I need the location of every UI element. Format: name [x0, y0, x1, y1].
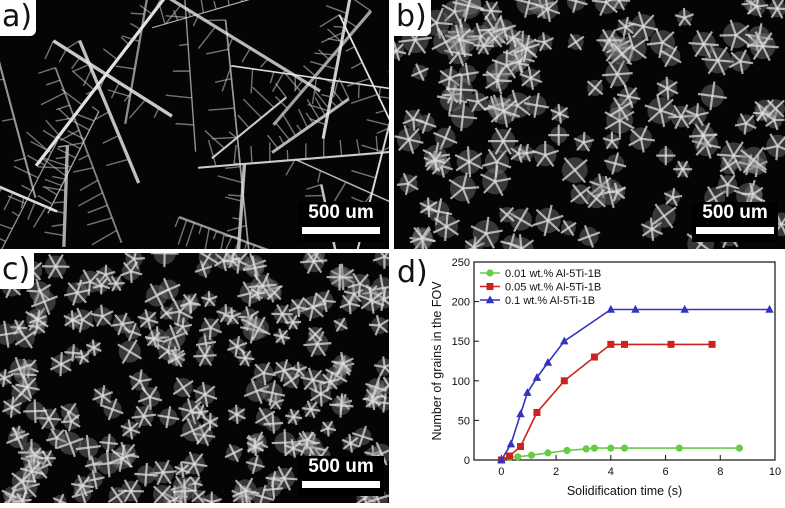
- y-tick-label: 0: [464, 455, 470, 467]
- data-point: [621, 445, 628, 452]
- micrograph-a: a) 500 um: [0, 0, 389, 249]
- data-point: [486, 269, 493, 276]
- data-point: [607, 341, 614, 348]
- y-tick-label: 100: [452, 376, 470, 388]
- y-tick-label: 50: [458, 415, 470, 427]
- data-point: [591, 354, 598, 361]
- legend-label-0: 0.01 wt.% Al-5Ti-1B: [505, 268, 601, 280]
- scale-bar-line-c: [302, 481, 380, 488]
- data-point: [533, 409, 540, 416]
- data-point: [528, 452, 535, 459]
- legend-label-1: 0.05 wt.% Al-5Ti-1B: [505, 282, 601, 294]
- x-tick-label: 10: [769, 466, 781, 478]
- data-point: [516, 409, 524, 417]
- scale-bar-c: 500 um: [298, 456, 384, 496]
- series-line-1: [501, 344, 712, 460]
- x-axis-label: Solidification time (s): [567, 484, 682, 498]
- data-point: [517, 443, 524, 450]
- y-tick-label: 250: [452, 257, 470, 269]
- data-point: [583, 445, 590, 452]
- x-tick-label: 8: [717, 466, 723, 478]
- scale-bar-line-a: [302, 227, 380, 234]
- y-tick-label: 200: [452, 297, 470, 309]
- series-line-0: [501, 448, 739, 460]
- data-point: [487, 283, 494, 290]
- series-line-2: [501, 310, 769, 461]
- legend-label-2: 0.1 wt.% Al-5Ti-1B: [505, 295, 595, 307]
- x-tick-label: 2: [553, 466, 559, 478]
- micrograph-b: b) 500 um: [394, 0, 785, 249]
- y-axis-label: Number of grains in the FOV: [430, 281, 444, 441]
- panel-label-c: c): [0, 253, 34, 289]
- y-tick-label: 150: [452, 336, 470, 348]
- x-tick-label: 6: [662, 466, 668, 478]
- panel-label-a: a): [0, 0, 36, 36]
- scale-bar-label-a: 500 um: [298, 202, 384, 224]
- data-point: [621, 341, 628, 348]
- scale-bar-label-c: 500 um: [298, 456, 384, 478]
- data-point: [507, 440, 515, 448]
- data-point: [591, 445, 598, 452]
- data-point: [563, 447, 570, 454]
- scale-bar-b: 500 um: [692, 202, 778, 242]
- scale-bar-line-b: [696, 227, 774, 234]
- data-point: [506, 453, 513, 460]
- data-point: [561, 377, 568, 384]
- x-tick-label: 4: [608, 466, 614, 478]
- micrograph-c: c) 500 um: [0, 253, 389, 503]
- scale-bar-a: 500 um: [298, 202, 384, 242]
- scale-bar-label-b: 500 um: [692, 202, 778, 224]
- data-point: [709, 341, 716, 348]
- data-point: [668, 341, 675, 348]
- data-point: [676, 445, 683, 452]
- data-point: [607, 445, 614, 452]
- data-point: [736, 445, 743, 452]
- x-tick-label: 0: [498, 466, 504, 478]
- panel-label-b: b): [394, 0, 431, 36]
- data-point: [560, 337, 568, 345]
- panel-label-d: d): [397, 255, 428, 290]
- data-point: [544, 449, 551, 456]
- data-point: [514, 453, 521, 460]
